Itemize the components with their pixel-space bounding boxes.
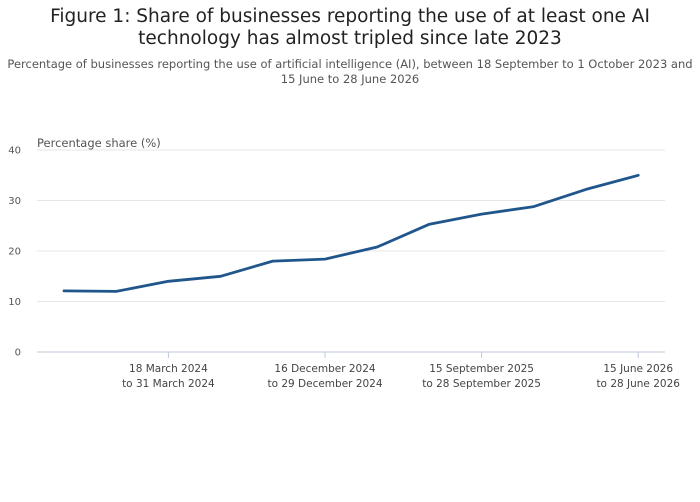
x-tick-label: 15 June 2026 to 28 June 2026 bbox=[596, 363, 680, 390]
y-tick-label: 20 bbox=[8, 247, 21, 258]
y-tick-label: 40 bbox=[8, 146, 21, 157]
x-tick-label: 15 September 2025 to 28 September 2025 bbox=[422, 363, 541, 390]
y-axis-label: Percentage share (%) bbox=[37, 136, 161, 150]
y-tick-label: 0 bbox=[15, 348, 21, 359]
y-tick-label: 10 bbox=[8, 297, 21, 308]
chart-title: Figure 1: Share of businesses reporting … bbox=[50, 6, 650, 49]
x-tick-label: 16 December 2024 to 29 December 2024 bbox=[267, 363, 382, 390]
x-axis-ticks: 18 March 2024 to 31 March 2024 16 December… bbox=[122, 352, 680, 390]
series-lines bbox=[62, 173, 640, 293]
x-tick-label: 18 March 2024 to 31 March 2024 bbox=[122, 363, 215, 390]
y-tick-label: 30 bbox=[8, 196, 21, 207]
gridlines bbox=[37, 149, 665, 302]
series-line bbox=[62, 173, 640, 293]
y-axis-ticks: 0 10 20 30 40 bbox=[8, 146, 21, 359]
chart-subtitle: Percentage of businesses reporting the u… bbox=[7, 57, 693, 86]
